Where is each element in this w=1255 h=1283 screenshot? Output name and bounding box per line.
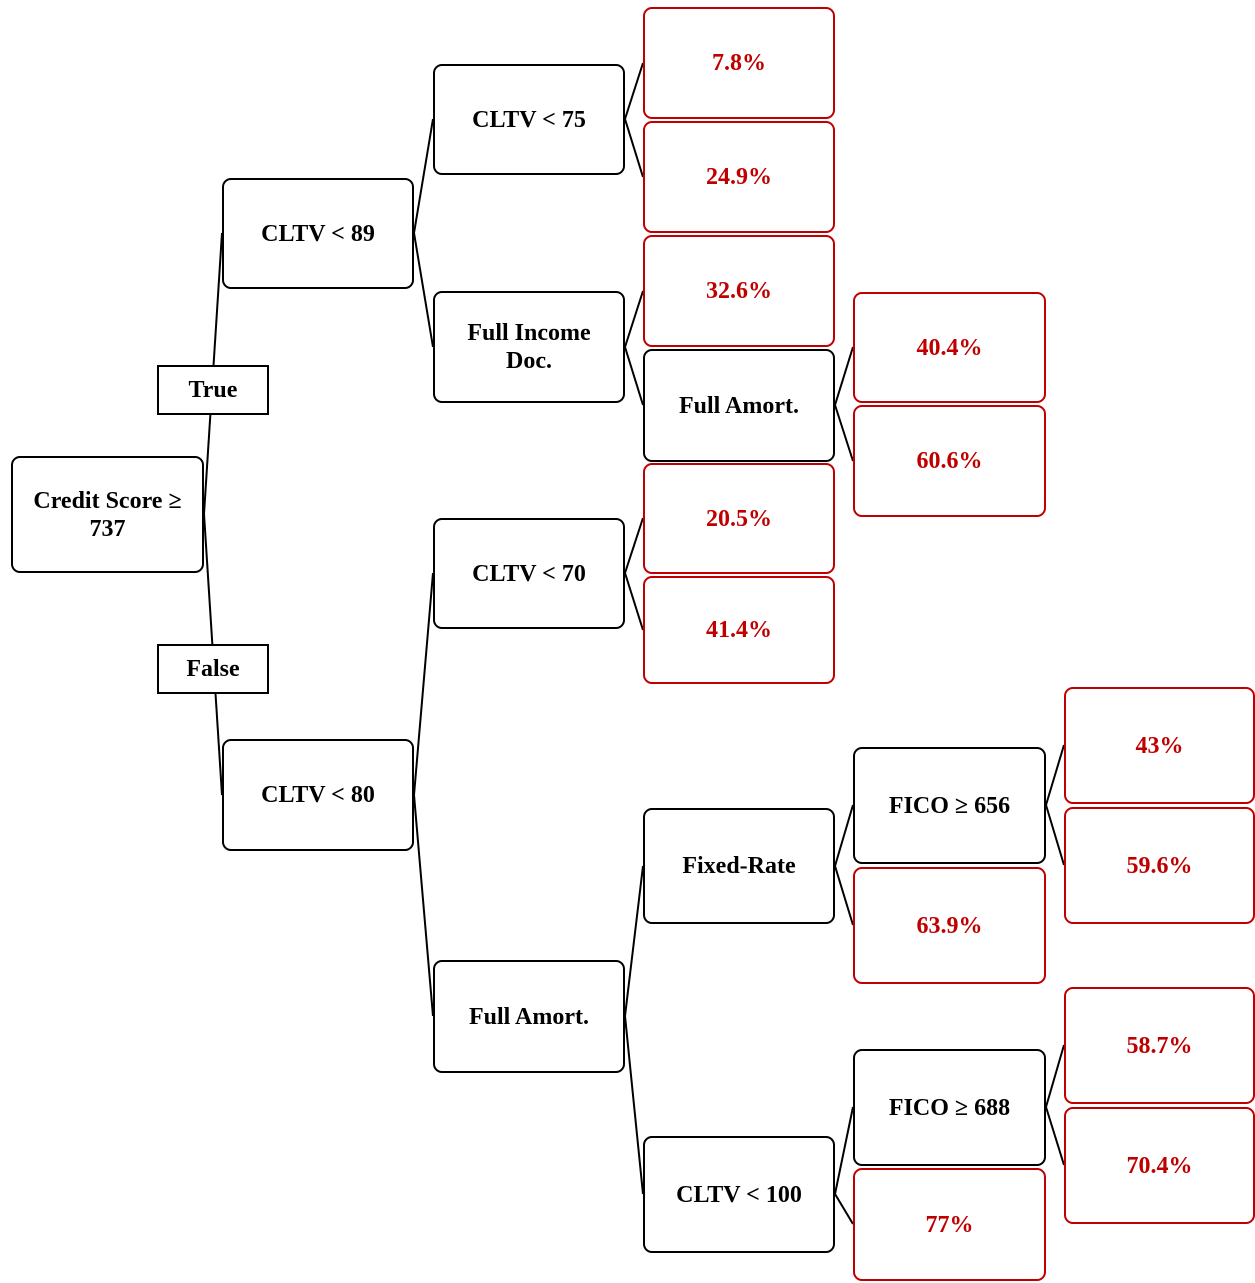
leaf-value: 41.4% [706,617,772,643]
true-branch-label: True [157,365,269,415]
leaf-41-4: 41.4% [643,576,835,684]
leaf-value: 32.6% [706,278,772,304]
leaf-value: 24.9% [706,164,772,190]
edge-fid-32.6 [624,290,644,348]
edge-fico688-58.7 [1045,1044,1065,1108]
leaf-value: 43% [1135,732,1184,759]
node-fixed-rate: Fixed-Rate [643,808,835,924]
node-full-amort-1: Full Amort. [643,349,835,462]
leaf-value: 20.5% [706,505,772,532]
node-cltv-70-label: CLTV < 70 [472,560,586,587]
node-full-amort-1-label: Full Amort. [679,392,799,419]
leaf-43: 43% [1064,687,1255,804]
edge-cltv80-fa2 [413,794,434,1017]
node-full-amort-2-label: Full Amort. [469,1003,589,1030]
edge-fa2-cltv100 [624,1015,644,1195]
node-fico-688: FICO ≥ 688 [853,1049,1046,1166]
node-cltv-75-label: CLTV < 75 [472,106,586,133]
node-cltv-89-label: CLTV < 89 [261,220,375,247]
node-cltv-89: CLTV < 89 [222,178,414,289]
leaf-70-4: 70.4% [1064,1107,1255,1224]
node-fico-688-label: FICO ≥ 688 [888,1094,1011,1121]
edge-cltv100-77 [834,1193,854,1225]
edge-fico656-59.6 [1045,804,1065,866]
root-label: Credit Score ≥ 737 [33,487,182,542]
leaf-value: 58.7% [1126,1032,1193,1059]
leaf-58-7: 58.7% [1064,987,1255,1104]
node-cltv-80-label: CLTV < 80 [261,782,375,808]
edge-cltv80-cltv70 [413,572,434,796]
edge-cltv70-41.4 [624,572,644,631]
edge-fico688-70.4 [1045,1106,1065,1166]
node-cltv-100-label: CLTV < 100 [676,1181,802,1208]
edge-fa1-60.6 [834,404,854,462]
leaf-value: 63.9% [916,912,983,939]
edge-cltv70-20.5 [624,517,644,574]
leaf-40-4: 40.4% [853,292,1046,403]
leaf-value: 77% [925,1211,974,1238]
edge-fixed-fico656 [834,804,854,867]
root-node: Credit Score ≥ 737 [11,456,204,573]
leaf-24-9: 24.9% [643,121,835,233]
leaf-value: 70.4% [1126,1152,1193,1179]
node-cltv-70: CLTV < 70 [433,518,625,629]
leaf-value: 60.6% [916,448,983,474]
leaf-59-6: 59.6% [1064,807,1255,924]
leaf-77: 77% [853,1168,1046,1281]
leaf-value: 40.4% [916,334,983,361]
leaf-value: 7.8% [712,50,766,76]
edge-fid-fa1 [624,346,644,406]
edge-cltv75-24.9 [624,118,644,178]
edge-fa1-40.4 [834,346,854,406]
leaf-value: 59.6% [1126,852,1193,879]
edge-cltv75-7.8 [624,62,644,120]
edge-fixed-63.9 [834,865,854,926]
node-full-income-doc: Full Income Doc. [433,291,625,403]
node-cltv-75: CLTV < 75 [433,64,625,175]
node-fico-656-label: FICO ≥ 656 [888,792,1011,819]
node-cltv-80: CLTV < 80 [222,739,414,851]
leaf-63-9: 63.9% [853,867,1046,984]
leaf-32-6: 32.6% [643,235,835,347]
leaf-60-6: 60.6% [853,405,1046,517]
false-label-text: False [186,655,240,682]
node-full-amort-2: Full Amort. [433,960,625,1073]
edge-cltv100-fico688 [834,1106,854,1195]
leaf-20-5: 20.5% [643,463,835,574]
true-label-text: True [188,376,238,403]
edge-cltv89-fid [413,232,434,348]
node-fixed-rate-label: Fixed-Rate [682,853,796,879]
leaf-7-8: 7.8% [643,7,835,119]
edge-fa2-fixed [624,865,644,1017]
node-cltv-100: CLTV < 100 [643,1136,835,1253]
edge-fico656-43 [1045,744,1065,806]
edge-cltv89-cltv75 [413,118,434,234]
false-branch-label: False [157,644,269,694]
node-full-income-doc-label: Full Income Doc. [467,320,591,374]
node-fico-656: FICO ≥ 656 [853,747,1046,864]
